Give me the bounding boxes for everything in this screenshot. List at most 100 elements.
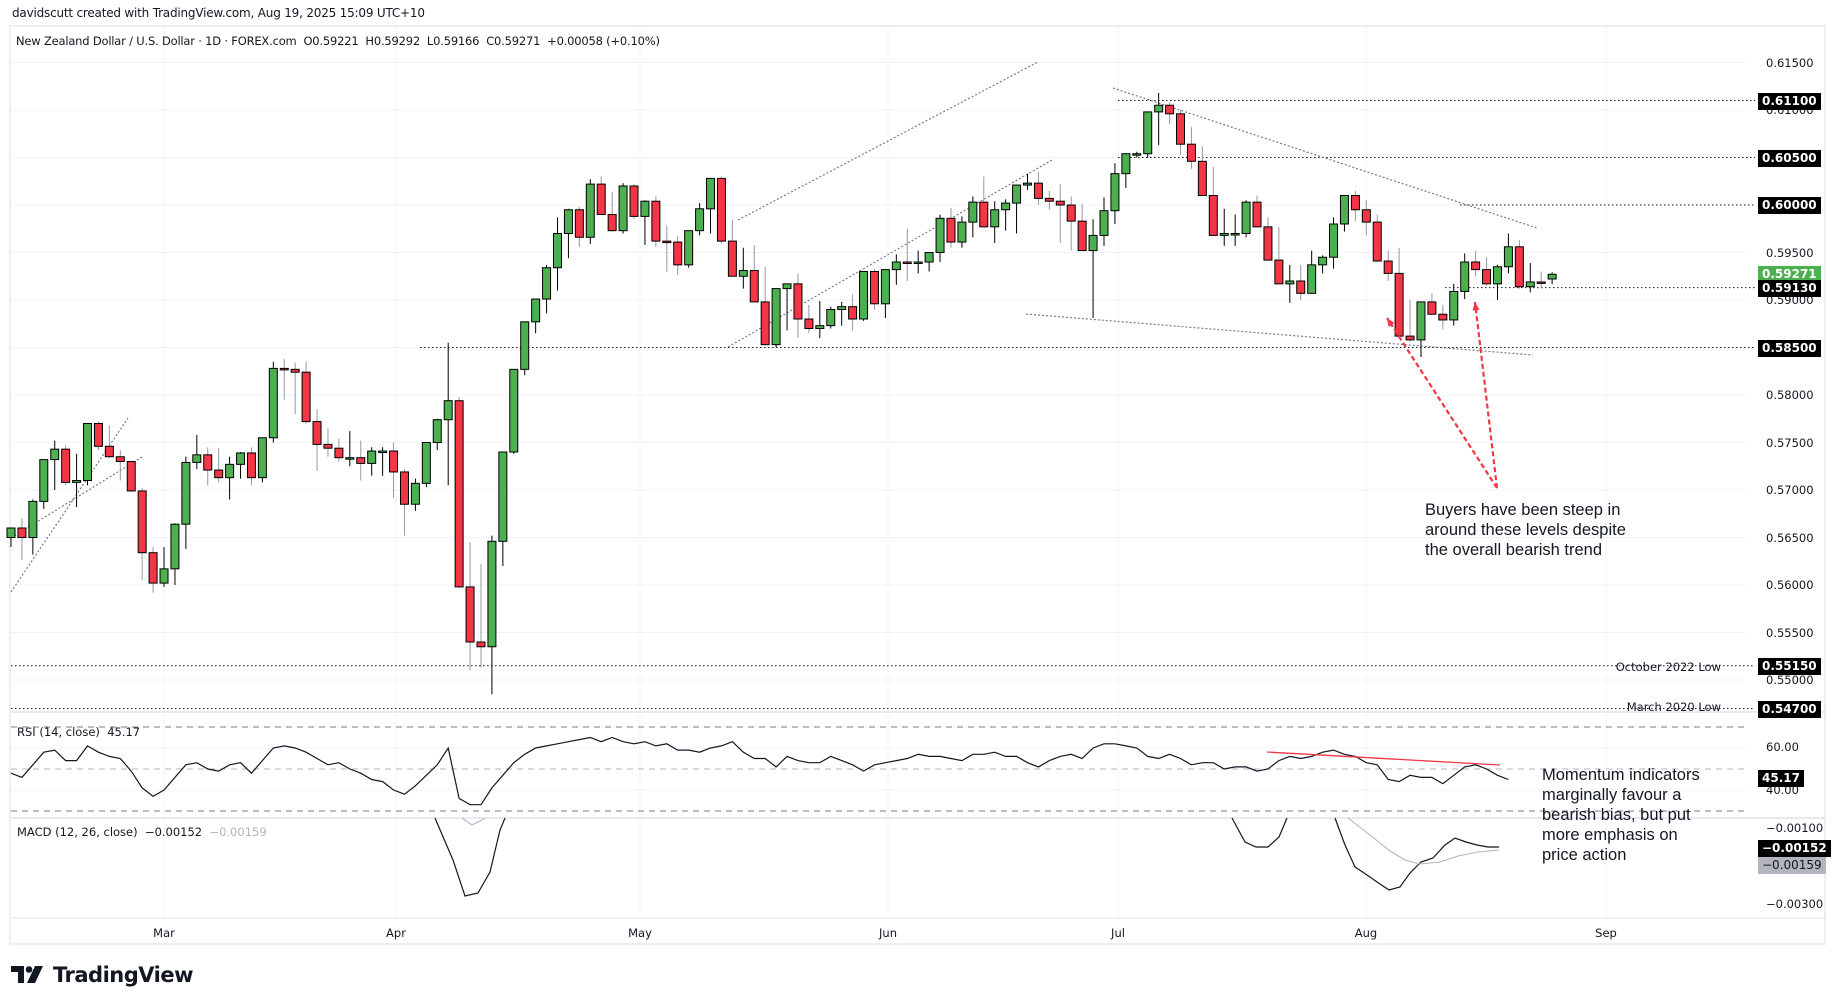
macd-line[interactable]: [1334, 817, 1499, 891]
candle[interactable]: [1143, 111, 1153, 158]
candle[interactable]: [1077, 204, 1087, 252]
candle[interactable]: [170, 523, 180, 585]
candle[interactable]: [968, 196, 978, 238]
candle[interactable]: [946, 207, 956, 248]
candle[interactable]: [1165, 102, 1175, 125]
candle[interactable]: [465, 542, 475, 671]
candle[interactable]: [531, 298, 541, 334]
candle[interactable]: [585, 179, 595, 244]
candle[interactable]: [6, 527, 16, 547]
candle[interactable]: [563, 208, 573, 259]
macd-line[interactable]: [434, 817, 506, 897]
candle[interactable]: [574, 206, 584, 247]
candle[interactable]: [203, 447, 213, 486]
candle[interactable]: [1208, 167, 1218, 236]
candle[interactable]: [72, 453, 82, 508]
candle[interactable]: [1339, 195, 1349, 232]
candle[interactable]: [771, 288, 781, 348]
candle[interactable]: [859, 271, 869, 321]
trendline[interactable]: [1112, 87, 1538, 229]
candle[interactable]: [137, 488, 147, 581]
candle[interactable]: [290, 362, 300, 414]
trendline[interactable]: [10, 417, 129, 593]
candle[interactable]: [848, 294, 858, 331]
candle[interactable]: [399, 469, 409, 536]
candle[interactable]: [1471, 250, 1481, 277]
candle[interactable]: [104, 425, 114, 458]
candle[interactable]: [749, 244, 759, 303]
candle[interactable]: [509, 368, 519, 454]
candle[interactable]: [126, 461, 136, 492]
candle[interactable]: [268, 361, 278, 443]
candle[interactable]: [148, 547, 158, 593]
candle[interactable]: [1416, 301, 1426, 357]
candle[interactable]: [421, 442, 431, 488]
candle[interactable]: [1482, 257, 1492, 286]
candle[interactable]: [935, 214, 945, 263]
candle[interactable]: [1154, 92, 1164, 146]
candle[interactable]: [651, 196, 661, 247]
candle[interactable]: [607, 191, 617, 232]
candle[interactable]: [979, 176, 989, 228]
candle[interactable]: [760, 266, 770, 346]
candle[interactable]: [695, 203, 705, 236]
candle[interactable]: [454, 396, 464, 588]
macd-signal-line[interactable]: [1347, 817, 1500, 865]
candle[interactable]: [323, 428, 333, 457]
candle[interactable]: [618, 183, 628, 234]
candle[interactable]: [279, 358, 289, 400]
candle[interactable]: [1503, 233, 1513, 274]
macd-line[interactable]: [1231, 817, 1288, 848]
candle[interactable]: [1525, 262, 1535, 293]
candle[interactable]: [345, 431, 355, 467]
candle[interactable]: [1088, 219, 1098, 319]
candle[interactable]: [924, 252, 934, 272]
candle[interactable]: [1252, 195, 1262, 228]
candle[interactable]: [301, 361, 311, 424]
candle[interactable]: [913, 250, 923, 274]
candle[interactable]: [673, 236, 683, 276]
candle[interactable]: [1383, 250, 1393, 281]
candle[interactable]: [804, 304, 814, 334]
candle[interactable]: [990, 201, 1000, 243]
candle[interactable]: [1001, 199, 1011, 231]
candle[interactable]: [1099, 197, 1109, 246]
candle[interactable]: [542, 264, 552, 314]
candle[interactable]: [1536, 271, 1546, 289]
candle[interactable]: [640, 200, 650, 245]
candle[interactable]: [520, 321, 530, 376]
candle[interactable]: [1329, 217, 1339, 269]
candle[interactable]: [727, 220, 737, 277]
candle[interactable]: [1033, 171, 1043, 205]
candle[interactable]: [1110, 163, 1120, 224]
candle[interactable]: [367, 447, 377, 476]
candle[interactable]: [782, 283, 792, 331]
candle[interactable]: [225, 456, 235, 500]
candle[interactable]: [181, 456, 191, 549]
candle[interactable]: [902, 228, 912, 281]
candle[interactable]: [1350, 190, 1360, 222]
candle[interactable]: [815, 300, 825, 338]
symbol-name[interactable]: New Zealand Dollar / U.S. Dollar · 1D · …: [16, 34, 297, 48]
candle[interactable]: [1219, 208, 1229, 246]
candle[interactable]: [793, 273, 803, 338]
candle[interactable]: [684, 230, 694, 268]
candle[interactable]: [1394, 247, 1404, 337]
candle[interactable]: [312, 409, 322, 471]
candle[interactable]: [83, 423, 93, 486]
candle[interactable]: [476, 564, 486, 668]
candle[interactable]: [1438, 304, 1448, 330]
annotation-arrow[interactable]: [1473, 301, 1499, 489]
candle[interactable]: [1132, 151, 1142, 158]
candle[interactable]: [662, 225, 672, 272]
candle[interactable]: [880, 269, 890, 319]
candle[interactable]: [891, 254, 901, 285]
candle[interactable]: [17, 518, 27, 561]
candle[interactable]: [869, 268, 879, 310]
macd-signal-line[interactable]: [461, 817, 486, 826]
candle[interactable]: [1274, 226, 1284, 285]
trendline[interactable]: [1025, 313, 1534, 356]
candle[interactable]: [1012, 184, 1022, 234]
candle[interactable]: [1449, 283, 1459, 326]
